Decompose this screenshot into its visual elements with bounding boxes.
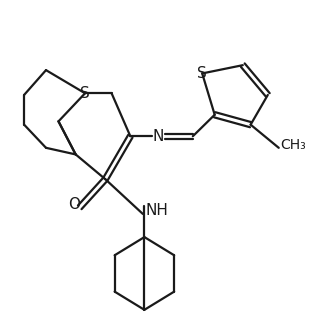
Text: N: N bbox=[153, 129, 164, 144]
Text: CH₃: CH₃ bbox=[280, 137, 306, 151]
Text: S: S bbox=[80, 86, 90, 101]
Text: NH: NH bbox=[145, 203, 168, 218]
Text: S: S bbox=[197, 66, 207, 81]
Text: O: O bbox=[68, 197, 80, 211]
